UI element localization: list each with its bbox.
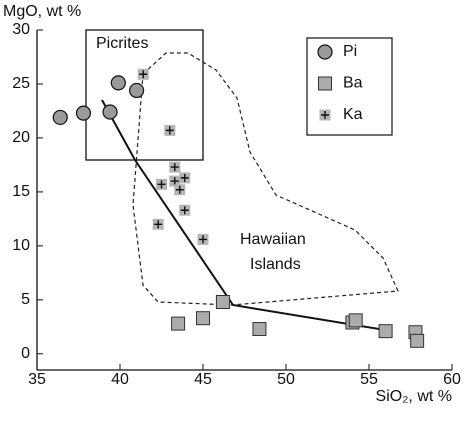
y-tick-label: 30: [12, 21, 30, 38]
y-axis-label: MgO, wt %: [3, 3, 81, 20]
point: [378, 324, 393, 339]
point: [52, 109, 68, 126]
picrites-box: [85, 29, 204, 161]
field-outline: [132, 52, 399, 306]
x-tick-label: 50: [277, 371, 295, 388]
legend-marker: [319, 109, 331, 121]
x-tick-label: 60: [443, 371, 461, 388]
annotation: Islands: [250, 256, 301, 273]
legend-label: Ka: [343, 106, 363, 123]
annotation: Hawaiian: [240, 231, 306, 248]
x-axis-label: SiO₂, wt %: [376, 388, 452, 405]
point: [410, 333, 425, 348]
point: [156, 178, 167, 190]
point: [196, 311, 210, 326]
point: [169, 161, 181, 173]
point: [197, 233, 209, 245]
legend-marker: [318, 76, 332, 91]
x-tick-label: 55: [360, 371, 378, 388]
point: [348, 313, 363, 328]
y-tick-label: 20: [12, 129, 30, 146]
point: [179, 172, 191, 184]
y-tick-label: 0: [21, 345, 30, 362]
point: [110, 75, 126, 91]
point: [75, 105, 92, 121]
y-tick-label: 5: [21, 291, 30, 308]
point: [174, 184, 186, 196]
trend-line: [101, 99, 386, 331]
x-tick-label: 35: [28, 371, 46, 388]
legend-label: Ba: [343, 75, 363, 92]
y-tick-label: 10: [12, 237, 30, 254]
point: [137, 68, 149, 80]
y-tick-label: 25: [12, 75, 30, 92]
legend-label: Pi: [343, 43, 357, 60]
x-tick-label: 45: [194, 371, 212, 388]
point: [252, 321, 267, 336]
point: [152, 218, 164, 230]
point: [215, 295, 230, 309]
point: [129, 82, 145, 99]
y-tick-label: 15: [12, 183, 30, 200]
legend-marker: [317, 44, 333, 60]
point: [171, 316, 186, 331]
annotation: Picrites: [96, 35, 148, 52]
x-tick-label: 40: [111, 371, 129, 388]
point: [169, 175, 181, 187]
point: [164, 124, 176, 136]
point: [102, 104, 118, 120]
point: [179, 204, 191, 216]
